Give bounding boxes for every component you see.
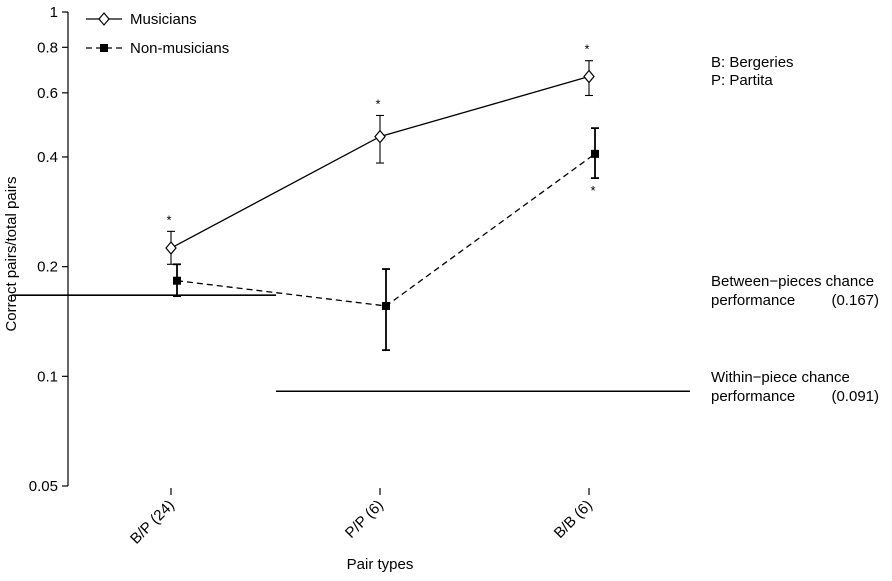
x-axis-title: Pair types xyxy=(347,556,414,573)
series-layer: * * * * xyxy=(165,42,599,352)
reference-label: performance xyxy=(711,292,795,309)
legend-marker xyxy=(98,12,110,26)
x-tick-label: B/B (6) xyxy=(551,497,596,542)
key-note: B: Bergeries xyxy=(711,54,794,71)
data-point xyxy=(165,241,177,255)
data-point xyxy=(374,129,386,144)
legend: Musicians Non-musicians xyxy=(86,11,229,57)
y-axis-title: Correct pairs/total pairs xyxy=(3,176,20,331)
legend-label: Non-musicians xyxy=(130,40,229,57)
x-tick-label: P/P (6) xyxy=(342,497,387,542)
significance-marker: * xyxy=(590,183,595,198)
y-tick-label: 0.8 xyxy=(37,39,58,56)
series-musicians: * * * xyxy=(165,42,595,265)
key-note: P: Partita xyxy=(711,72,773,89)
y-tick-label: 1 xyxy=(50,4,58,21)
significance-marker: * xyxy=(166,212,171,227)
significance-marker: * xyxy=(375,96,380,111)
series-non-musicians: * xyxy=(173,127,599,352)
data-point xyxy=(382,301,390,310)
reference-value: (0.167) xyxy=(831,292,879,309)
significance-marker: * xyxy=(584,42,589,57)
reference-label: Between−pieces chance xyxy=(711,273,874,290)
reference-value: (0.091) xyxy=(831,388,879,405)
y-tick-label: 0.6 xyxy=(37,85,58,102)
data-point xyxy=(591,149,599,158)
reference-lines: Between−pieces chance performance (0.167) W… xyxy=(12,273,879,405)
reference-label: performance xyxy=(711,388,795,405)
y-tick-label: 0.2 xyxy=(37,259,58,276)
y-tick-label: 0.05 xyxy=(29,478,58,495)
reference-label: Within−piece chance xyxy=(711,369,850,386)
data-point xyxy=(173,276,181,285)
y-tick-label: 0.1 xyxy=(37,368,58,385)
legend-label: Musicians xyxy=(130,11,197,28)
axes: 0.05 0.1 0.2 0.4 0.6 0.8 1 Correct pairs/total … xyxy=(3,4,596,573)
y-tick-label: 0.4 xyxy=(37,149,58,166)
legend-marker xyxy=(100,44,108,52)
x-tick-label: B/P (24) xyxy=(127,497,178,548)
data-point xyxy=(583,69,595,84)
